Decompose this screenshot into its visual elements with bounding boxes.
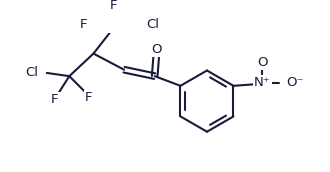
Text: O: O (257, 56, 268, 69)
Text: N⁺: N⁺ (254, 76, 271, 89)
Text: F: F (80, 18, 87, 31)
Text: Cl: Cl (146, 18, 159, 31)
Text: F: F (85, 91, 92, 104)
Text: Cl: Cl (26, 66, 39, 79)
Text: F: F (110, 0, 117, 12)
Text: O: O (151, 43, 162, 56)
Text: F: F (51, 93, 58, 106)
Text: O⁻: O⁻ (287, 76, 304, 89)
